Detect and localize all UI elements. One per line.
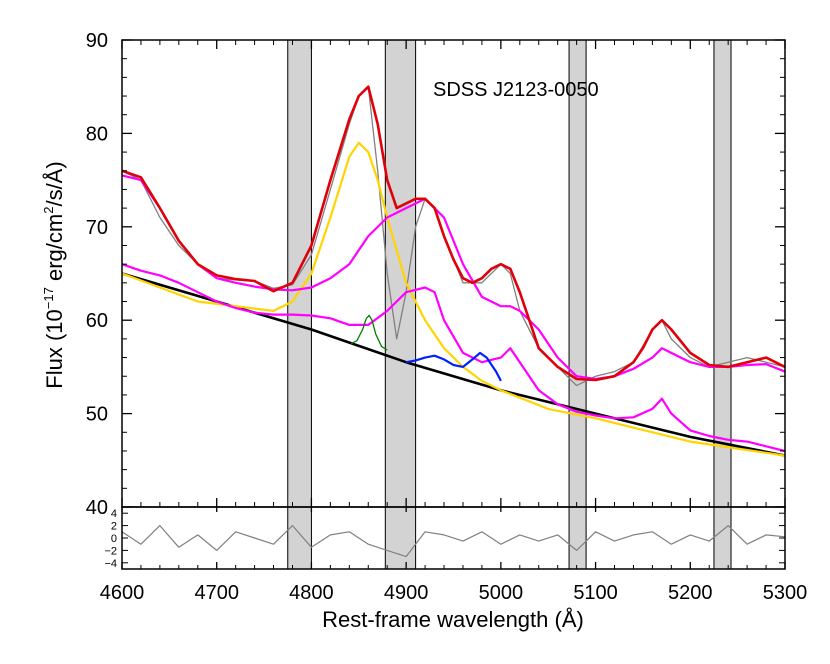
residual-tick-label: 4 — [111, 508, 117, 520]
y-axis-label-part3: /s/Å) — [42, 161, 67, 206]
chart-title: SDSS J2123-0050 — [433, 79, 599, 101]
masked-region-band — [568, 39, 587, 570]
y-tick-label: 60 — [86, 310, 108, 332]
series-line-fe-ii-upper — [122, 174, 785, 381]
x-tick-label: 4700 — [194, 582, 239, 604]
y-tick-label: 50 — [86, 404, 108, 426]
x-tick-label: 5100 — [573, 582, 618, 604]
y-axis-label-exp2: 2 — [41, 207, 56, 214]
residual-tick-labels: 420−2−4 — [104, 508, 117, 570]
y-axis-label-exp1: −17 — [41, 287, 56, 309]
residual-plot-area — [122, 524, 785, 558]
y-tick-labels: 40 50 60 70 80 90 — [86, 30, 108, 519]
x-tick-label: 5300 — [763, 582, 808, 604]
residual-tick-label: 0 — [111, 533, 117, 545]
masked-region-band — [287, 39, 312, 570]
residual-tick-label: −4 — [104, 558, 117, 570]
y-tick-label: 40 — [86, 497, 108, 519]
x-tick-label: 5200 — [668, 582, 713, 604]
y-axis-label-part1: Flux (10 — [42, 309, 67, 388]
series-line-fe-ii-lower — [122, 263, 785, 453]
axis-ticks — [121, 39, 786, 569]
y-axis-label: Flux (10−17 erg/cm2/s/Å) — [41, 161, 67, 388]
residual-tick-label: 2 — [111, 521, 117, 533]
y-tick-label: 70 — [86, 217, 108, 239]
masked-region-band — [384, 39, 417, 570]
main-plot-area — [122, 85, 785, 457]
x-tick-label: 4900 — [384, 582, 429, 604]
y-tick-label: 80 — [86, 123, 108, 145]
x-tick-label: 5000 — [479, 582, 524, 604]
masked-regions — [287, 39, 732, 570]
series-line-residuals — [122, 524, 785, 558]
y-axis-label-part2: erg/cm — [42, 214, 67, 287]
series-line-h-broad-component — [122, 141, 785, 457]
series-line-total-model — [122, 85, 785, 382]
series-line-narrow-h- — [350, 314, 388, 351]
masked-region-band — [713, 39, 732, 570]
series-line-observed-spectrum — [122, 86, 785, 387]
x-tick-label: 4600 — [100, 582, 145, 604]
y-tick-label: 90 — [86, 30, 108, 52]
series-line-narrow-lines — [405, 351, 502, 382]
x-axis-label: Rest-frame wavelength (Å) — [322, 607, 584, 632]
x-tick-label: 4800 — [289, 582, 334, 604]
x-tick-labels: 4600 4700 4800 4900 5000 5100 5200 5300 — [100, 582, 808, 604]
residual-tick-label: −2 — [104, 545, 117, 557]
